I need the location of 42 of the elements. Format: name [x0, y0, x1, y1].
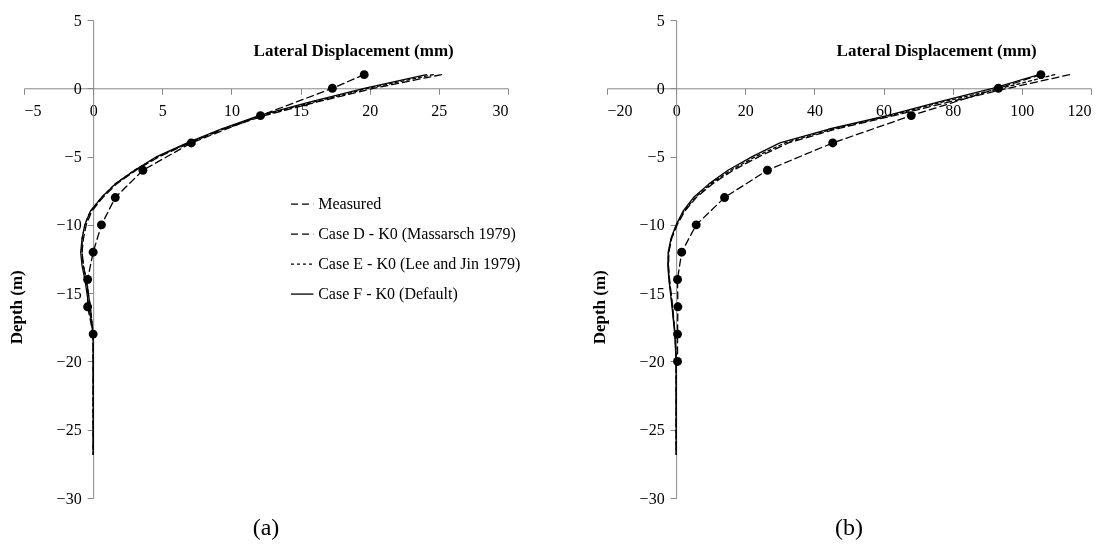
y-tick-label: 0 — [656, 79, 665, 97]
legend-label: Case D - K0 (Massarsch 1979) — [318, 225, 516, 244]
x-tick-label: 20 — [362, 101, 379, 119]
x-tick-label: 15 — [293, 101, 310, 119]
x-tick-label: 30 — [492, 101, 509, 119]
x-tick-label: −20 — [607, 101, 633, 119]
y-tick-label: −5 — [647, 148, 665, 166]
x-tick-label: 40 — [806, 101, 823, 119]
x-tick-label: 0 — [672, 101, 681, 119]
text: (b) — [835, 514, 863, 540]
y-tick-label: −25 — [56, 421, 82, 439]
x-tick-label: 25 — [431, 101, 448, 119]
legend-label: Measured — [318, 195, 382, 213]
legend-label: Case E - K0 (Lee and Jin 1979) — [318, 255, 521, 274]
y-axis-title: Depth (m) — [6, 270, 26, 345]
y-tick-label: −15 — [639, 284, 665, 302]
y-tick-label: 5 — [73, 11, 82, 29]
y-tick-label: −30 — [639, 489, 665, 507]
text: (a) — [252, 514, 280, 540]
y-tick-label: −20 — [639, 352, 665, 370]
x-tick-label: 120 — [1067, 101, 1092, 119]
y-tick-label: −5 — [64, 148, 82, 166]
y-axis-title: Depth (m) — [589, 270, 609, 345]
x-tick-label: 0 — [89, 101, 98, 119]
y-tick-label: −15 — [56, 284, 82, 302]
x-tick-label: 100 — [1010, 101, 1035, 119]
legend-label: Case F - K0 (Default) — [318, 285, 458, 304]
x-tick-label: 80 — [945, 101, 962, 119]
x-axis-title: Lateral Displacement (mm) — [836, 40, 1037, 60]
x-tick-label: −5 — [24, 101, 42, 119]
x-tick-label: 60 — [876, 101, 893, 119]
y-tick-label: −25 — [639, 421, 665, 439]
x-tick-label: 20 — [737, 101, 754, 119]
x-tick-label: 5 — [158, 101, 167, 119]
y-tick-label: −10 — [56, 216, 82, 234]
y-tick-label: −20 — [56, 352, 82, 370]
x-axis-title: Lateral Displacement (mm) — [253, 40, 454, 60]
y-tick-label: 5 — [656, 11, 665, 29]
y-tick-label: −10 — [639, 216, 665, 234]
y-tick-label: −30 — [56, 489, 82, 507]
y-tick-label: 0 — [73, 79, 82, 97]
x-tick-label: 10 — [223, 101, 240, 119]
